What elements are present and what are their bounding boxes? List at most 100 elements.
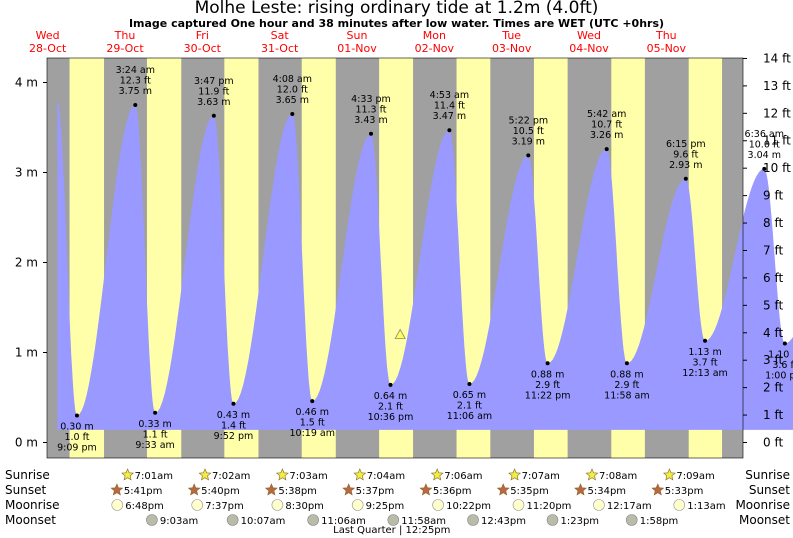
almanac-row-label-right: Sunrise — [745, 468, 790, 482]
chart-subtitle: Image captured One hour and 38 minutes a… — [128, 17, 665, 30]
tide-point — [604, 147, 609, 152]
sunset-icon — [110, 483, 124, 496]
day-header-date: 02-Nov — [415, 42, 455, 55]
moon-phase-label: Last Quarter | 12:25pm — [333, 525, 450, 536]
day-header-dow: Sat — [271, 29, 290, 42]
tide-point — [762, 166, 767, 171]
almanac-row-label-right: Moonset — [739, 513, 790, 527]
day-header-date: 28-Oct — [29, 42, 67, 55]
tide-label: 12.0 ft — [277, 85, 308, 96]
moonrise-time: 7:37pm — [205, 501, 244, 512]
tide-label: 0.88 m — [610, 369, 643, 380]
sunset-time: 5:41pm — [124, 486, 163, 497]
y-tick-label-ft: 12 ft — [763, 106, 791, 120]
almanac-row-label-right: Sunset — [749, 483, 790, 497]
axes: 0 m 1 m 2 m 3 m 4 m 0 ft 1 ft 2 ft 3 ft 4 ft 5 ft 6… — [15, 51, 791, 459]
moonrise-icon — [271, 499, 284, 511]
tide-label: 6:36 am — [745, 129, 784, 140]
day-header-date: 31-Oct — [261, 42, 299, 55]
moonset-time: 1:58pm — [640, 516, 679, 527]
sunset-time: 5:35pm — [510, 486, 549, 497]
tide-label: 9:52 pm — [214, 431, 254, 442]
sunset-time: 5:37pm — [356, 486, 395, 497]
tide-label: 0.88 m — [531, 369, 564, 380]
day-header-dow: Tue — [501, 29, 521, 42]
tide-point — [545, 361, 550, 366]
sunrise-icon — [353, 468, 367, 481]
sunrise-time: 7:02am — [212, 471, 250, 482]
y-tick-label-m: 0 m — [15, 436, 38, 450]
day-header-dow: Wed — [577, 29, 601, 42]
tide-label: 3:24 am — [116, 65, 155, 76]
moonset-time: 10:07am — [241, 516, 286, 527]
tide-label: 3.47 m — [433, 111, 466, 122]
tide-label: 5:42 am — [587, 109, 626, 120]
tide-label: 9.6 ft — [673, 149, 698, 160]
sunset-icon — [651, 483, 665, 496]
chart-title: Molhe Leste: rising ordinary tide at 1.2… — [194, 0, 599, 18]
day-headers: Wed28-OctThu29-OctFri30-OctSat31-OctSun0… — [29, 29, 687, 55]
y-tick-label-ft: 10 ft — [763, 161, 791, 175]
tide-label: 10.0 ft — [749, 139, 780, 150]
tide-label: 10:36 pm — [368, 412, 414, 423]
sunrise-time: 7:03am — [289, 471, 327, 482]
tide-label: 0.46 m — [296, 407, 329, 418]
sunrise-icon — [662, 468, 676, 481]
day-header-dow: Mon — [423, 29, 446, 42]
tide-label: 3.26 m — [590, 130, 623, 141]
tide-label: 9:33 am — [135, 440, 174, 451]
tide-point — [447, 128, 452, 133]
sunset-icon — [419, 483, 433, 496]
tide-label: 12.3 ft — [120, 76, 151, 87]
day-header-date: 01-Nov — [337, 42, 377, 55]
sunset-icon — [496, 483, 510, 496]
sunset-icon — [342, 483, 356, 496]
tide-point — [782, 341, 787, 346]
almanac-row-label-left: Sunset — [5, 483, 46, 497]
day-header-dow: Thu — [655, 29, 677, 42]
day-header-date: 04-Nov — [569, 42, 609, 55]
sunset-time: 5:36pm — [433, 486, 472, 497]
tide-label: 0.30 m — [60, 422, 93, 433]
moonrise-icon — [593, 499, 605, 511]
moonset-icon — [226, 514, 239, 526]
tide-label: 3.63 m — [197, 97, 230, 108]
tide-label: 10.5 ft — [513, 126, 544, 137]
sunrise-time: 7:04am — [367, 471, 405, 482]
tide-label: 2.9 ft — [535, 380, 560, 391]
tide-label: 1.10 m — [768, 350, 793, 361]
tide-label: 1.0 ft — [64, 432, 89, 443]
moonset-time: 11:06am — [321, 516, 366, 527]
tide-point — [526, 153, 531, 158]
moonset-icon — [467, 514, 479, 526]
moonset-time: 9:03am — [160, 516, 198, 527]
moonset-time: 12:43pm — [481, 516, 526, 527]
moonrise-icon — [111, 499, 124, 511]
moonset-icon — [307, 514, 319, 526]
sunset-icon — [187, 483, 201, 496]
tide-label: 3.6 ft — [772, 360, 793, 371]
sunrise-icon — [121, 468, 135, 481]
tide-label: 11:06 am — [447, 411, 492, 422]
tide-label: 10.7 ft — [591, 120, 622, 131]
sunset-icon — [574, 483, 587, 496]
moonrise-time: 8:30pm — [285, 501, 324, 512]
tide-label: 3.04 m — [748, 150, 781, 161]
tide-label: 11:22 pm — [525, 390, 571, 401]
almanac-row-label-left: Sunrise — [5, 468, 50, 482]
sunset-time: 5:40pm — [201, 486, 240, 497]
tide-point — [74, 413, 79, 418]
sunrise-icon — [508, 468, 522, 481]
y-tick-label-ft: 8 ft — [763, 216, 783, 230]
tide-label: 11:58 am — [604, 390, 649, 401]
tide-label: 3:47 pm — [194, 76, 234, 87]
y-tick-label-ft: 14 ft — [763, 51, 791, 65]
sunrise-icon — [275, 468, 289, 481]
tide-point — [624, 361, 629, 366]
tide-label: 3.7 ft — [693, 357, 718, 368]
almanac-row-label-left: Moonrise — [5, 498, 60, 512]
tide-label: 2.1 ft — [457, 401, 482, 412]
tide-label: 0.43 m — [217, 410, 250, 421]
tide-label: 1.4 ft — [221, 420, 246, 431]
